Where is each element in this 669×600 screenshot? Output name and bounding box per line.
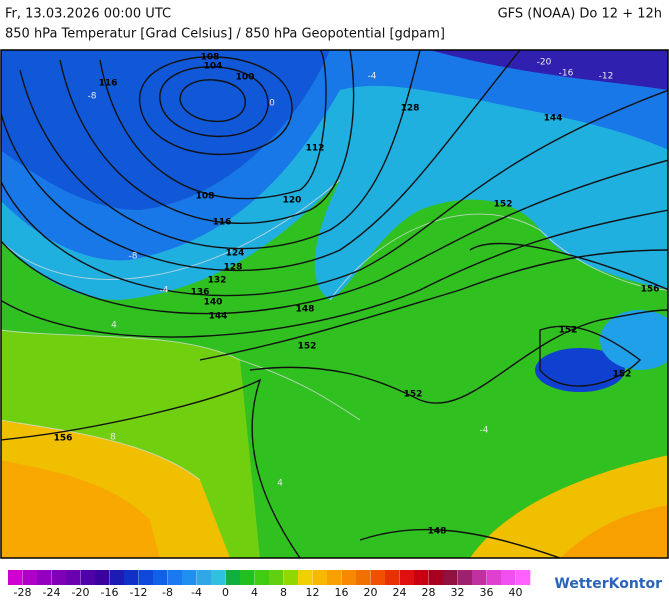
legend-swatch	[211, 570, 226, 585]
isotherm-label: 4	[277, 479, 283, 489]
legend-tick-label: 8	[280, 586, 287, 599]
contour-label: 112	[306, 144, 325, 154]
contour-label: 128	[401, 104, 420, 114]
legend-tick-label: -4	[191, 586, 202, 599]
legend-tick-label: -12	[130, 586, 148, 599]
isotherm-label: 0	[269, 99, 275, 109]
isotherm-label: 8	[110, 433, 116, 443]
contour-label: 144	[209, 312, 228, 322]
legend-tick-label: -20	[72, 586, 90, 599]
legend-swatch	[399, 570, 415, 585]
isotherm-label: -4	[368, 72, 377, 82]
header-right: GFS (NOAA) Do 12 + 12h	[498, 7, 662, 22]
contour-label: 152	[613, 370, 632, 380]
legend-swatch	[356, 570, 371, 585]
legend-swatch	[283, 570, 299, 585]
legend-tick-label: 28	[422, 586, 436, 599]
contour-label: 128	[224, 263, 243, 273]
legend-tick-label: 12	[306, 586, 320, 599]
legend-swatch	[254, 570, 270, 585]
legend-tick-label: 20	[364, 586, 378, 599]
subtitle: 850 hPa Temperatur [Grad Celsius] / 850 …	[5, 27, 445, 42]
legend-tick-label: 4	[251, 586, 258, 599]
legend-swatch	[298, 570, 313, 585]
legend-tick-label: 40	[509, 586, 523, 599]
isotherm-label: -8	[129, 252, 138, 262]
legend-swatch	[196, 570, 212, 585]
contour-label: 148	[296, 305, 315, 315]
contour-label: 104	[204, 62, 223, 72]
contour-label: 152	[404, 390, 423, 400]
legend-tick-label: -8	[162, 586, 173, 599]
contour-label: 152	[559, 326, 578, 336]
legend-swatch	[240, 570, 255, 585]
contour-label: 156	[54, 434, 73, 444]
contour-label: 116	[213, 218, 232, 228]
legend-swatch	[269, 570, 284, 585]
isotherm-label: -4	[160, 286, 169, 296]
isotherm-label: -12	[599, 72, 614, 82]
contour-label: 108	[201, 53, 220, 63]
legend-tick-label: 0	[222, 586, 229, 599]
contour-label: 148	[428, 527, 447, 537]
legend-swatch	[457, 570, 473, 585]
contour-label: 132	[208, 276, 227, 286]
legend-swatch	[153, 570, 168, 585]
legend-swatch	[312, 570, 328, 585]
legend-swatch	[22, 570, 38, 585]
contour-label: 156	[641, 285, 660, 295]
legend-swatch	[515, 570, 531, 585]
isotherm-label: -8	[88, 92, 97, 102]
legend-swatch	[501, 570, 516, 585]
legend-swatch	[327, 570, 342, 585]
legend-tick-label: 16	[335, 586, 349, 599]
legend-swatch	[486, 570, 502, 585]
legend-swatch	[8, 570, 23, 585]
contour-label: 124	[226, 249, 245, 259]
legend-swatch	[428, 570, 444, 585]
legend-swatch	[37, 570, 52, 585]
legend-swatch	[182, 570, 197, 585]
legend-swatch	[341, 570, 357, 585]
legend-tick-label: 36	[480, 586, 494, 599]
contour-label: 152	[298, 342, 317, 352]
contour-label: 120	[283, 196, 302, 206]
legend-swatch	[414, 570, 429, 585]
map-frame	[0, 49, 669, 559]
contour-label: 100	[236, 73, 255, 83]
isotherm-label: 4	[111, 321, 117, 331]
legend-swatch	[66, 570, 81, 585]
legend-swatch	[370, 570, 386, 585]
isotherm-label: -16	[559, 69, 574, 79]
contour-label: 152	[494, 200, 513, 210]
isotherm-label: -4	[480, 426, 489, 436]
isotherm-label: -20	[537, 58, 552, 68]
contour-label: 108	[196, 192, 215, 202]
contour-label: 116	[99, 79, 118, 89]
legend-tick-label: -28	[14, 586, 32, 599]
legend-tick-label: 32	[451, 586, 465, 599]
legend-swatch	[385, 570, 400, 585]
legend-swatch	[225, 570, 241, 585]
legend-tick-label: -16	[101, 586, 119, 599]
brand: WetterKontor	[554, 576, 662, 592]
legend-swatch	[109, 570, 125, 585]
contour-label: 140	[204, 298, 223, 308]
contour-label: 144	[544, 114, 563, 124]
header-left: Fr, 13.03.2026 00:00 UTC	[5, 7, 171, 22]
legend-swatch	[95, 570, 110, 585]
map	[1, 50, 668, 558]
legend-swatch	[80, 570, 96, 585]
legend-swatch	[51, 570, 67, 585]
legend-tick-label: -24	[43, 586, 61, 599]
legend-swatch	[472, 570, 487, 585]
legend-swatch	[443, 570, 458, 585]
legend-tick-label: 24	[393, 586, 407, 599]
contour-label: 136	[191, 288, 210, 298]
legend-swatch	[138, 570, 154, 585]
legend-swatch	[124, 570, 139, 585]
legend-swatch	[167, 570, 183, 585]
